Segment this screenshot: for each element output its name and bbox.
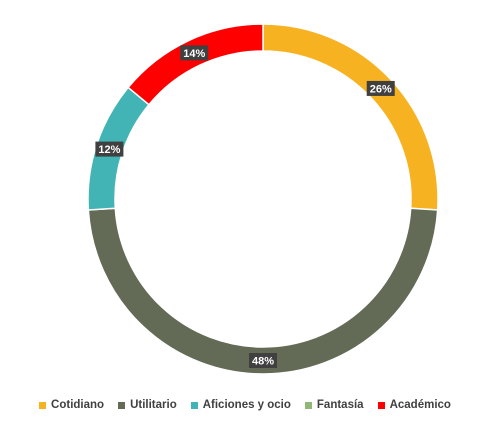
legend-swatch xyxy=(304,401,312,409)
donut-chart: 26% 48% 12% 14% xyxy=(87,23,439,375)
chart-legend: Cotidiano Utilitario Aficiones y ocio Fanta… xyxy=(0,399,490,411)
legend-swatch xyxy=(39,401,47,409)
legend-swatch xyxy=(377,401,385,409)
slice-cotidiano xyxy=(262,23,439,211)
legend-item-cotidiano: Cotidiano xyxy=(39,399,104,411)
data-label-aficiones-y-ocio: 12% xyxy=(95,141,124,157)
legend-item-utilitario: Utilitario xyxy=(118,399,177,411)
slice-academico xyxy=(127,23,264,106)
data-labels: 26% 48% 12% 14% xyxy=(95,45,395,368)
legend-item-aficiones-y-ocio: Aficiones y ocio xyxy=(190,399,291,411)
legend-label: Fantasía xyxy=(316,399,364,411)
data-label-text: 14% xyxy=(183,48,205,60)
legend-label: Cotidiano xyxy=(51,399,105,411)
legend-label: Académico xyxy=(389,399,451,411)
data-label-box xyxy=(366,80,395,96)
slice-utilitario xyxy=(87,207,439,375)
data-label-utilitario: 48% xyxy=(249,353,277,368)
data-label-box xyxy=(95,141,124,157)
data-label-box xyxy=(249,353,277,368)
data-label-text: 12% xyxy=(98,144,120,156)
legend-swatch xyxy=(190,401,198,409)
data-label-text: 48% xyxy=(252,356,274,368)
data-label-academico: 14% xyxy=(180,45,209,61)
data-label-text: 26% xyxy=(370,83,392,95)
legend-item-fantasia: Fantasía xyxy=(304,399,364,411)
legend-label: Utilitario xyxy=(130,399,177,411)
legend-swatch xyxy=(118,401,126,409)
legend-label: Aficiones y ocio xyxy=(202,399,291,411)
legend-item-academico: Académico xyxy=(377,399,451,411)
donut-slices xyxy=(87,23,439,375)
data-label-cotidiano: 26% xyxy=(366,80,395,96)
data-label-box xyxy=(180,45,209,61)
